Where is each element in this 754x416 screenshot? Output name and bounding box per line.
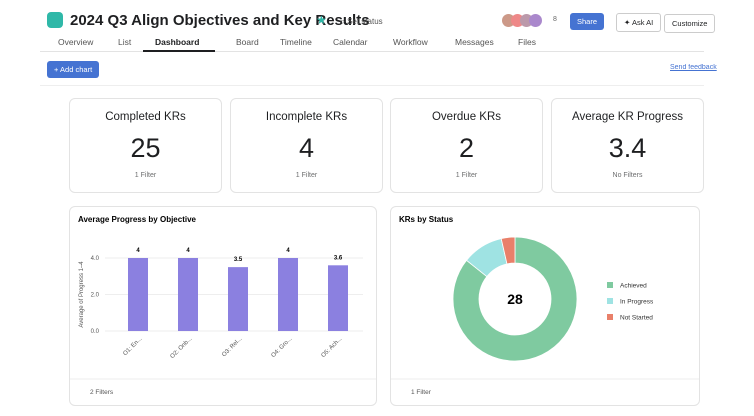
star-icon[interactable]: ★ <box>316 13 327 27</box>
set-status-text: Set status <box>347 17 383 26</box>
kpi-filter: 1 Filter <box>455 172 478 179</box>
kpi-title: Completed KRs <box>105 111 186 123</box>
value-label: 3.6 <box>334 255 343 261</box>
tab[interactable]: Board <box>236 37 259 47</box>
legend-label: Achieved <box>620 283 647 290</box>
y-tick-label: 0.0 <box>91 329 100 335</box>
kpi-title: Average KR Progress <box>571 111 683 123</box>
project-icon <box>47 12 63 28</box>
bar <box>178 258 198 331</box>
avatars[interactable] <box>502 14 550 28</box>
legend-swatch <box>607 298 613 304</box>
legend-label: In Progress <box>620 299 654 306</box>
value-label: 4 <box>136 248 140 254</box>
filter-label: 2 Filters <box>90 389 114 396</box>
bar <box>328 265 348 331</box>
member-count: 8 <box>553 16 557 23</box>
customize-button[interactable]: Customize <box>664 14 716 33</box>
divider <box>40 51 704 52</box>
value-label: 4 <box>286 248 290 254</box>
ask-ai-button[interactable]: ✦ Ask AI <box>616 13 662 32</box>
project-title[interactable]: 2024 Q3 Align Objectives and Key Results <box>70 12 370 29</box>
legend-swatch <box>607 282 613 288</box>
y-tick-label: 2.0 <box>91 293 100 299</box>
send-feedback-link[interactable]: Send feedback <box>670 64 717 71</box>
bar-chart: Average Progress by Objective Average of … <box>70 215 376 396</box>
filter-label: 1 Filter <box>411 389 432 396</box>
x-tick-label: O2: Onb... <box>170 336 194 360</box>
kpi-filter: 1 Filter <box>134 172 157 179</box>
kpi-value: 3.4 <box>608 133 647 163</box>
x-tick-label: O3: Rel... <box>221 336 243 358</box>
kpi-filter: 1 Filter <box>295 172 318 179</box>
value-label: 3.5 <box>234 257 243 263</box>
share-button[interactable]: Share <box>570 13 605 30</box>
set-status[interactable]: ○ Set status <box>340 17 383 26</box>
kpi-card: Average KR Progress 3.4 No Filters <box>551 98 704 193</box>
tab[interactable]: Overview <box>58 37 94 47</box>
chart-title: KRs by Status <box>399 215 454 224</box>
tab[interactable]: Dashboard <box>155 37 200 47</box>
kpi-filter: No Filters <box>612 172 643 179</box>
kpi-title: Overdue KRs <box>431 111 502 123</box>
legend-swatch <box>607 314 613 320</box>
kpi-card: Overdue KRs 2 1 Filter <box>390 98 543 193</box>
ask-ai-text: Ask AI <box>631 18 654 27</box>
kpi-value: 25 <box>130 133 161 163</box>
tab[interactable]: Messages <box>455 37 494 47</box>
chart-panel: Average Progress by Objective Average of … <box>69 206 377 406</box>
donut-total: 28 <box>507 291 523 307</box>
tab[interactable]: Workflow <box>393 37 428 47</box>
donut-slice <box>500 236 516 265</box>
donut-slice <box>452 236 578 362</box>
tab[interactable]: List <box>118 37 132 47</box>
active-tab-underline <box>143 50 215 52</box>
kpi-value: 4 <box>298 133 315 163</box>
chart-panel: KRs by Status Achieved In Progress Not Star… <box>390 206 700 406</box>
x-tick-label: O1: En... <box>122 336 143 357</box>
bar <box>228 267 248 331</box>
kpi-value: 2 <box>458 133 475 163</box>
kpi-card: Completed KRs 25 1 Filter <box>69 98 222 193</box>
donut-chart: KRs by Status Achieved In Progress Not Star… <box>391 215 699 396</box>
value-label: 4 <box>186 248 190 254</box>
y-axis-label: Average of Progress 1–4 <box>79 261 85 328</box>
x-tick-label: O5: Ach... <box>321 336 344 359</box>
x-tick-label: O4: Gro... <box>271 336 294 359</box>
legend-label: Not Started <box>620 315 653 322</box>
add-chart-button[interactable]: + Add chart <box>47 61 100 78</box>
tab[interactable]: Timeline <box>280 37 312 47</box>
tab[interactable]: Calendar <box>333 37 368 47</box>
bar <box>278 258 298 331</box>
kpi-title: Incomplete KRs <box>265 111 348 123</box>
bar <box>128 258 148 331</box>
y-tick-label: 4.0 <box>91 256 100 262</box>
divider <box>40 85 704 86</box>
chart-title: Average Progress by Objective <box>78 215 197 224</box>
kpi-card: Incomplete KRs 4 1 Filter <box>230 98 383 193</box>
tab[interactable]: Files <box>518 37 536 47</box>
